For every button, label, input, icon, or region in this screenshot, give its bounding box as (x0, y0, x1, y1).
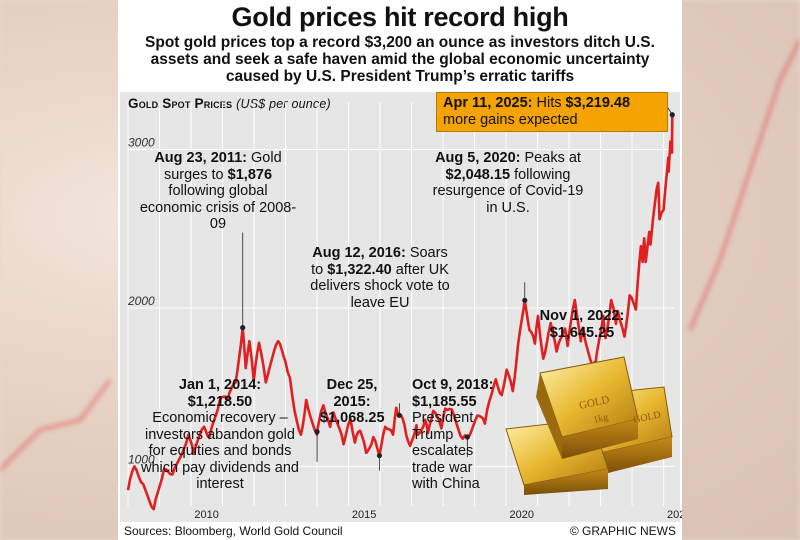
annotation-2022-date: Nov 1, 2022: (539, 308, 625, 324)
x-tick-label: 2020 (510, 509, 534, 521)
callout-value: $3,219.48 (565, 95, 631, 111)
footer: Sources: Bloomberg, World Gold Council ©… (118, 522, 682, 540)
annotation-2020-post: following resurgence of Covid-19 in U.S. (432, 166, 584, 216)
annotation-2016-pre: Soars to (311, 245, 448, 278)
annotation-2016: Aug 12, 2016: Soars to $1,322.40 after U… (308, 245, 452, 311)
annotation-2014-date: Jan 1, 2014: (178, 377, 262, 393)
infographic-panel: Gold prices hit record high Spot gold pr… (118, 0, 682, 540)
annotation-2016-post: after UK delivers shock vote to leave EU (310, 261, 450, 311)
chart-unit: (US$ per ounce) (236, 97, 331, 111)
annotation-2016-value: $1,322.40 (327, 261, 392, 278)
annotation-marker (522, 297, 528, 303)
callout-post: more gains expected (443, 112, 578, 128)
annotation-2016-date: Aug 12, 2016: (312, 245, 406, 261)
x-tick-label: 2025 (667, 509, 682, 521)
annotation-2015: Dec 25, 2015: $1,068.25 (320, 377, 385, 427)
chart-heading-text: Gold Spot Prices (128, 96, 233, 111)
annotation-2022: Nov 1, 2022: $1,645.25 (530, 308, 634, 341)
annotation-2020: Aug 5, 2020: Peaks at $2,048.15 followin… (428, 150, 588, 216)
annotation-2011-post: following global economic crisis of 2008… (139, 183, 297, 232)
annotation-2020-value: $2,048.15 (445, 166, 511, 183)
annotation-2015-date: Dec 25, 2015: (326, 377, 378, 410)
annotation-marker (376, 452, 383, 459)
x-axis-band (120, 506, 680, 522)
subheadline: Spot gold prices top a record $3,200 an … (145, 34, 655, 85)
x-tick-label: 2010 (194, 509, 218, 521)
annotation-2018-post: President Trump escalates trade war with… (412, 410, 480, 492)
y-tick-label: 2000 (127, 294, 155, 308)
headline: Gold prices hit record high (231, 2, 569, 32)
annotation-2011-date: Aug 23, 2011: (154, 150, 247, 166)
annotation-2014-value: $1,218.50 (187, 393, 253, 410)
callout-leader (667, 107, 673, 115)
annotation-2018-value: $1,185.55 (412, 393, 477, 410)
record-callout: Apr 11, 2025: Hits $3,219.48 more gains … (436, 92, 668, 132)
annotation-marker (240, 325, 246, 331)
gold-price-chart: 1000 2000 3000 2010 2015 2020 2025 (120, 102, 682, 522)
y-tick-label: 3000 (128, 136, 155, 150)
chart-heading: Gold Spot Prices (US$ per ounce) (128, 96, 331, 111)
annotation-2014: Jan 1, 2014: $1,218.50 Economic recovery… (138, 377, 302, 493)
annotation-2018: Oct 9, 2018: $1,185.55 President Trump e… (412, 377, 512, 493)
sources: Sources: Bloomberg, World Gold Council (124, 524, 343, 538)
annotation-2020-date: Aug 5, 2020: (435, 150, 521, 166)
annotation-2015-value: $1,068.25 (320, 410, 385, 426)
annotation-2018-date: Oct 9, 2018: (412, 377, 494, 393)
annotation-2022-value: $1,645.25 (549, 324, 615, 341)
price-line-series-0 (126, 114, 674, 511)
annotation-2011-pre: Gold surges to (163, 150, 282, 183)
credit: © GRAPHIC NEWS (569, 524, 676, 538)
gold-bars-illustration: GOLD 1kg GOLD (505, 356, 673, 495)
annotation-2014-post: Economic recovery – investors abandon go… (141, 410, 299, 492)
x-tick-label: 2015 (352, 509, 376, 521)
annotation-2011: Aug 23, 2011: Gold surges to $1,876 foll… (138, 150, 298, 233)
callout-date: Apr 11, 2025: (443, 95, 533, 111)
annotation-marker (464, 434, 470, 440)
y-tick-label: 1000 (128, 452, 155, 466)
annotation-2020-pre: Peaks at (524, 150, 581, 166)
annotation-marker (396, 412, 402, 418)
annotation-marker (314, 429, 320, 435)
gold-bar-weight: 1kg (592, 412, 609, 426)
annotation-2011-value: $1,876 (227, 166, 273, 183)
callout-pre: Hits (536, 95, 562, 111)
